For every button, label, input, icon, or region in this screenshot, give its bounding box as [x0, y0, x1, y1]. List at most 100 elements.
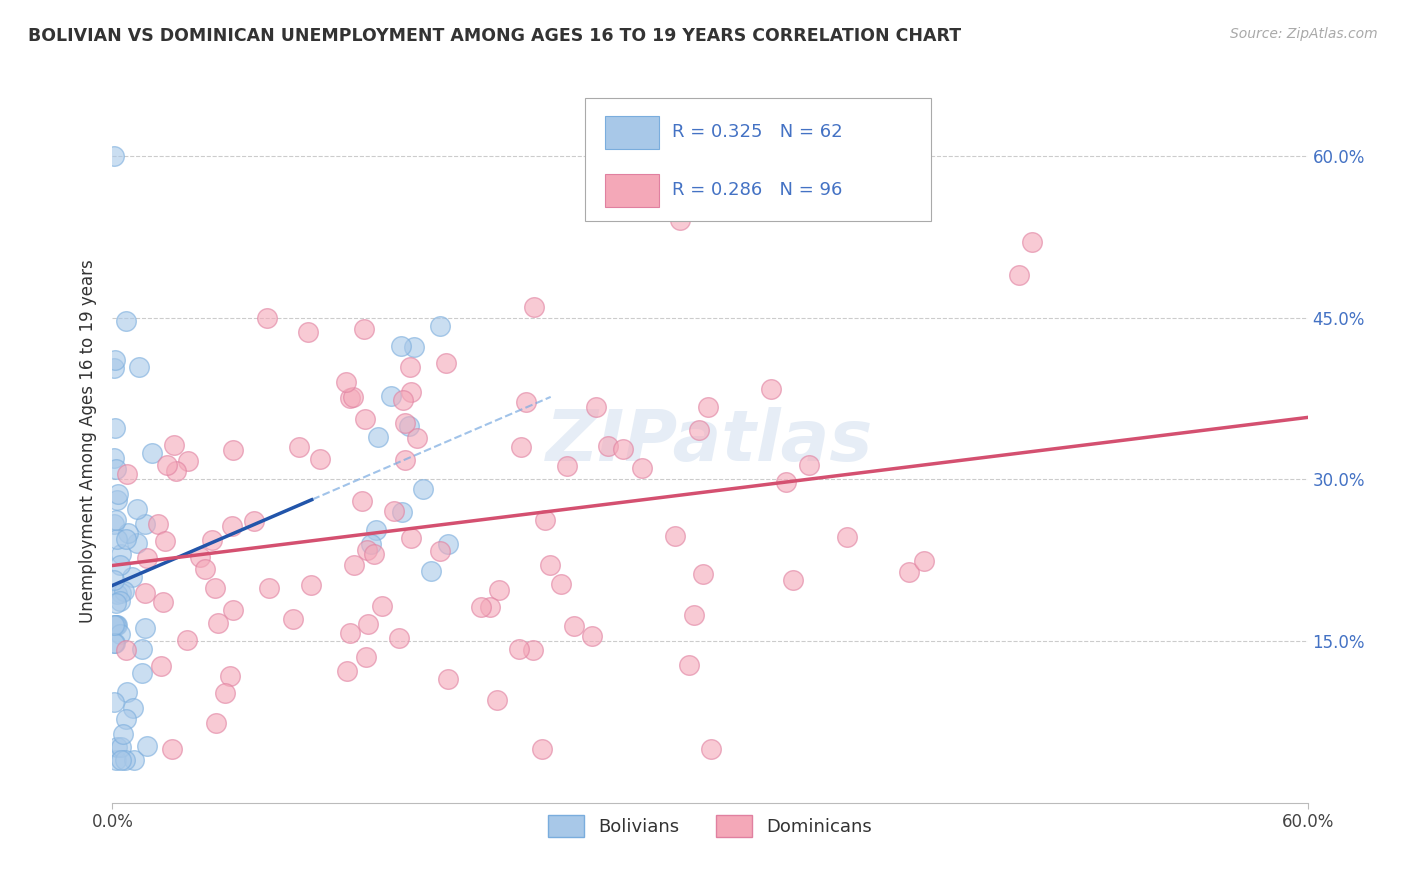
Point	[222, 443, 245, 458]
Point	[103, 573, 125, 587]
Point	[103, 617, 125, 632]
Point	[508, 641, 530, 656]
Point	[297, 326, 319, 340]
Point	[104, 617, 127, 632]
Point	[356, 650, 378, 665]
Point	[242, 514, 264, 528]
Point	[775, 475, 797, 490]
Point	[581, 630, 603, 644]
Point	[134, 586, 156, 600]
Point	[335, 375, 357, 389]
Point	[125, 502, 148, 516]
Point	[612, 442, 634, 456]
Point	[107, 486, 129, 500]
Point	[835, 530, 858, 544]
Point	[360, 536, 382, 550]
Point	[1021, 235, 1043, 249]
Point	[488, 582, 510, 597]
Point	[105, 462, 128, 476]
Point	[105, 739, 128, 754]
Point	[103, 451, 125, 466]
FancyBboxPatch shape	[605, 174, 658, 207]
Point	[281, 612, 304, 626]
Point	[114, 753, 136, 767]
Point	[110, 547, 132, 561]
Point	[103, 636, 125, 650]
Point	[150, 659, 173, 673]
Point	[523, 300, 546, 314]
Point	[163, 438, 186, 452]
Point	[176, 632, 198, 647]
Point	[699, 742, 721, 756]
Point	[115, 314, 138, 328]
Point	[478, 599, 501, 614]
Point	[108, 558, 131, 572]
Point	[353, 412, 375, 426]
Point	[394, 416, 416, 430]
Point	[299, 578, 322, 592]
Point	[105, 753, 128, 767]
Point	[353, 322, 375, 336]
Point	[336, 665, 359, 679]
Point	[112, 727, 135, 741]
Point	[392, 392, 415, 407]
Point	[585, 400, 607, 414]
Point	[221, 519, 243, 533]
Point	[134, 516, 156, 531]
Point	[339, 391, 361, 405]
Point	[156, 458, 179, 473]
Point	[309, 451, 332, 466]
Point	[342, 390, 364, 404]
Y-axis label: Unemployment Among Ages 16 to 19 years: Unemployment Among Ages 16 to 19 years	[79, 260, 97, 624]
Point	[389, 339, 412, 353]
Point	[782, 573, 804, 587]
Point	[204, 581, 226, 595]
Point	[153, 534, 176, 549]
Point	[135, 739, 157, 753]
Point	[136, 550, 159, 565]
Point	[134, 621, 156, 635]
Point	[122, 753, 145, 767]
Point	[696, 400, 718, 414]
FancyBboxPatch shape	[585, 98, 931, 221]
Point	[434, 356, 457, 370]
Point	[515, 395, 537, 409]
Point	[437, 537, 460, 551]
Point	[105, 532, 128, 546]
Point	[105, 492, 128, 507]
Point	[598, 439, 620, 453]
Point	[104, 635, 127, 649]
Point	[436, 672, 458, 686]
Point	[534, 514, 557, 528]
Point	[121, 570, 143, 584]
Point	[110, 740, 132, 755]
Point	[350, 494, 373, 508]
Point	[555, 458, 578, 473]
Point	[122, 701, 145, 715]
Point	[912, 554, 935, 568]
Point	[103, 517, 125, 532]
Point	[429, 543, 451, 558]
Point	[108, 594, 131, 608]
Point	[214, 686, 236, 700]
Point	[631, 461, 654, 475]
Point	[160, 742, 183, 756]
Point	[380, 389, 402, 403]
Point	[256, 311, 278, 326]
Point	[394, 453, 416, 467]
Point	[363, 547, 385, 561]
Point	[664, 528, 686, 542]
Point	[391, 505, 413, 519]
Point	[367, 430, 389, 444]
Point	[105, 596, 128, 610]
Point	[112, 584, 135, 599]
Point	[103, 360, 125, 375]
Text: R = 0.286   N = 96: R = 0.286 N = 96	[672, 181, 842, 199]
Point	[104, 353, 127, 368]
Point	[761, 382, 783, 396]
Point	[339, 626, 361, 640]
Point	[399, 531, 422, 545]
Point	[188, 549, 211, 564]
Point	[194, 562, 217, 576]
Point	[399, 384, 422, 399]
